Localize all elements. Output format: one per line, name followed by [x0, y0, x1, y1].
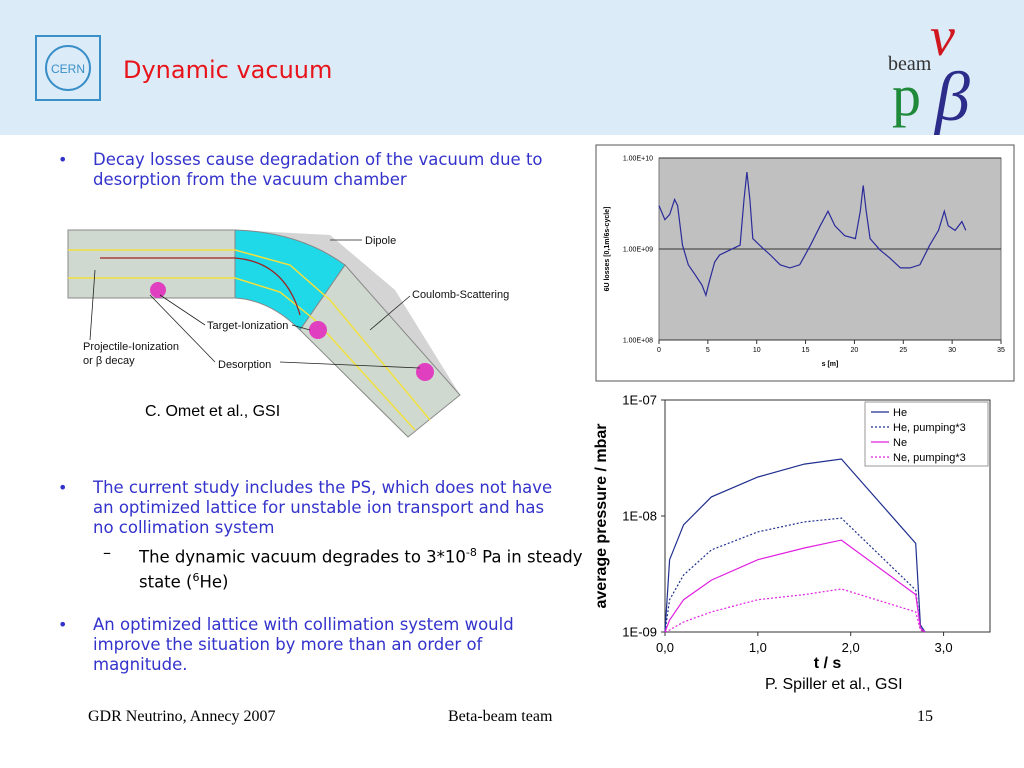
leader	[149, 294, 216, 363]
series-line	[658, 172, 967, 298]
logo-frame	[35, 35, 101, 101]
bullet-marker: •	[58, 150, 68, 169]
bullet: An optimized lattice with collimation sy…	[93, 615, 514, 674]
x-axis-label: s [m]	[822, 361, 839, 368]
logo-beta: β	[933, 59, 970, 136]
leader	[369, 295, 411, 331]
ion-cluster	[416, 363, 434, 381]
trajectory	[100, 257, 301, 316]
x-tick-label: 20	[851, 347, 859, 354]
leader-lines	[89, 239, 421, 369]
superscript: -8	[465, 546, 477, 559]
diagram-label: Desorption	[218, 359, 271, 371]
logo-p: p	[892, 63, 921, 128]
y-tick-label: 1.00E+08	[623, 337, 653, 344]
leader	[159, 294, 206, 326]
beam-line	[68, 249, 431, 421]
header-band	[0, 0, 1024, 135]
series-line	[664, 539, 926, 633]
logo-ring	[45, 45, 91, 91]
logo-nu: ν	[930, 6, 955, 68]
x-tick-label: 0,0	[656, 640, 674, 655]
text: The dynamic vacuum degrades to 3*10	[139, 547, 466, 567]
bullet-marker: •	[58, 478, 68, 497]
x-tick-label: 35	[997, 347, 1005, 354]
beta-beam-logo: beam ν p β	[888, 6, 970, 136]
footer-left: GDR Neutrino, Annecy 2007	[88, 708, 276, 725]
diagram-label: or β decay	[83, 355, 135, 367]
subbullet-marker: –	[103, 543, 111, 562]
y-axis-label: 6U losses [0,1m/6s-cycle]	[604, 207, 611, 292]
diagram-label: Dipole	[365, 235, 396, 247]
superscript: 6	[192, 570, 200, 584]
footer-center: Beta-beam team	[448, 708, 553, 725]
credit: P. Spiller et al., GSI	[765, 676, 903, 693]
subbullet: The dynamic vacuum degrades to 3*10-8 Pa…	[139, 543, 589, 592]
x-tick-label: 30	[948, 347, 956, 354]
bullet: Decay losses cause degradation of the va…	[93, 150, 543, 189]
leader	[89, 269, 96, 341]
ion-cluster	[150, 282, 166, 298]
ion-cluster	[309, 321, 327, 339]
series-line	[664, 458, 926, 633]
x-tick-label: 2,0	[842, 640, 860, 655]
diagram-label: Coulomb-Scattering	[412, 289, 509, 301]
y-tick-label: 1E-08	[622, 509, 657, 524]
y-axis-label: average pressure / mbar	[593, 424, 610, 609]
legend-label: Ne	[893, 437, 907, 449]
credit: C. Omet et al., GSI	[145, 403, 281, 420]
legend-box	[864, 401, 989, 467]
x-tick-label: 0	[657, 347, 661, 354]
x-tick-label: 10	[753, 347, 761, 354]
bullet: The current study includes the PS, which…	[93, 478, 553, 537]
x-axis-label: t / s	[814, 655, 842, 672]
series-line	[664, 588, 926, 633]
beam-line	[68, 277, 416, 431]
logo-text: CERN	[51, 62, 85, 76]
x-tick-label: 5	[706, 347, 710, 354]
logo-beam: beam	[888, 53, 932, 75]
slide-title: Dynamic vacuum	[123, 56, 332, 84]
legend-label: He	[893, 407, 907, 419]
y-tick-label: 1E-09	[622, 625, 657, 640]
text: He)	[199, 572, 229, 591]
legend-label: He, pumping*3	[893, 422, 966, 434]
x-tick-label: 25	[899, 347, 907, 354]
y-tick-label: 1.00E+10	[623, 155, 653, 162]
x-tick-label: 1,0	[749, 640, 767, 655]
leader	[291, 324, 311, 331]
x-tick-label: 15	[802, 347, 810, 354]
footer-right: 15	[917, 708, 933, 725]
x-tick-label: 3,0	[935, 640, 953, 655]
bullet-marker: •	[58, 615, 68, 634]
diagonal-tube	[299, 264, 461, 438]
diagram-label: Target-Ionization	[207, 320, 288, 332]
series-line	[664, 517, 926, 633]
y-tick-label: 1E-07	[622, 393, 657, 408]
diagram-label: Projectile-Ionization	[83, 341, 179, 353]
legend-label: Ne, pumping*3	[893, 452, 966, 464]
diagram: Dipole Coulomb-Scattering Target-Ionizat…	[67, 229, 509, 438]
y-tick-label: 1.00E+09	[623, 246, 653, 253]
text: Pa in steady state (	[139, 547, 583, 592]
cern-logo: CERN	[35, 35, 101, 101]
leader	[279, 361, 421, 369]
